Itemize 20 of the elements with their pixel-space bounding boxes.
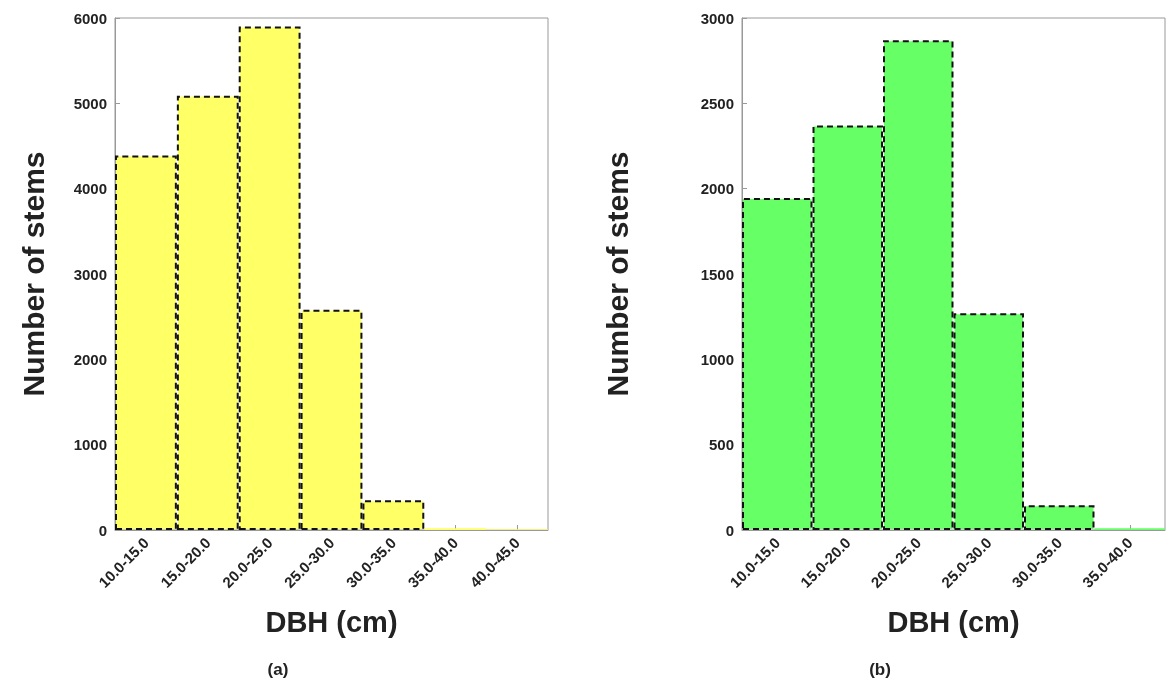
y-tick-label: 500 [708, 436, 734, 454]
y-tick-label: 6000 [73, 9, 107, 27]
y-axis-title: Number of stems [600, 151, 634, 397]
y-tick-label: 0 [98, 521, 107, 539]
y-tick-label: 2000 [73, 350, 107, 368]
y-tick-label: 1500 [700, 265, 734, 283]
y-tick-label: 2500 [700, 94, 734, 112]
y-tick-label: 5000 [73, 94, 107, 112]
y-tick-label: 1000 [73, 436, 107, 454]
y-tick-label: 2000 [700, 180, 734, 198]
x-axis-title: DBH (cm) [265, 605, 398, 638]
y-tick-label: 0 [725, 521, 734, 539]
text: (b) [869, 660, 891, 680]
y-tick-label: 4000 [73, 180, 107, 198]
y-tick-label: 3000 [700, 9, 734, 27]
y-tick-label: 1000 [700, 350, 734, 368]
text: (a) [267, 660, 289, 680]
x-axis-title: DBH (cm) [887, 605, 1020, 638]
y-axis-title: Number of stems [16, 151, 50, 397]
y-tick-label: 3000 [73, 265, 107, 283]
